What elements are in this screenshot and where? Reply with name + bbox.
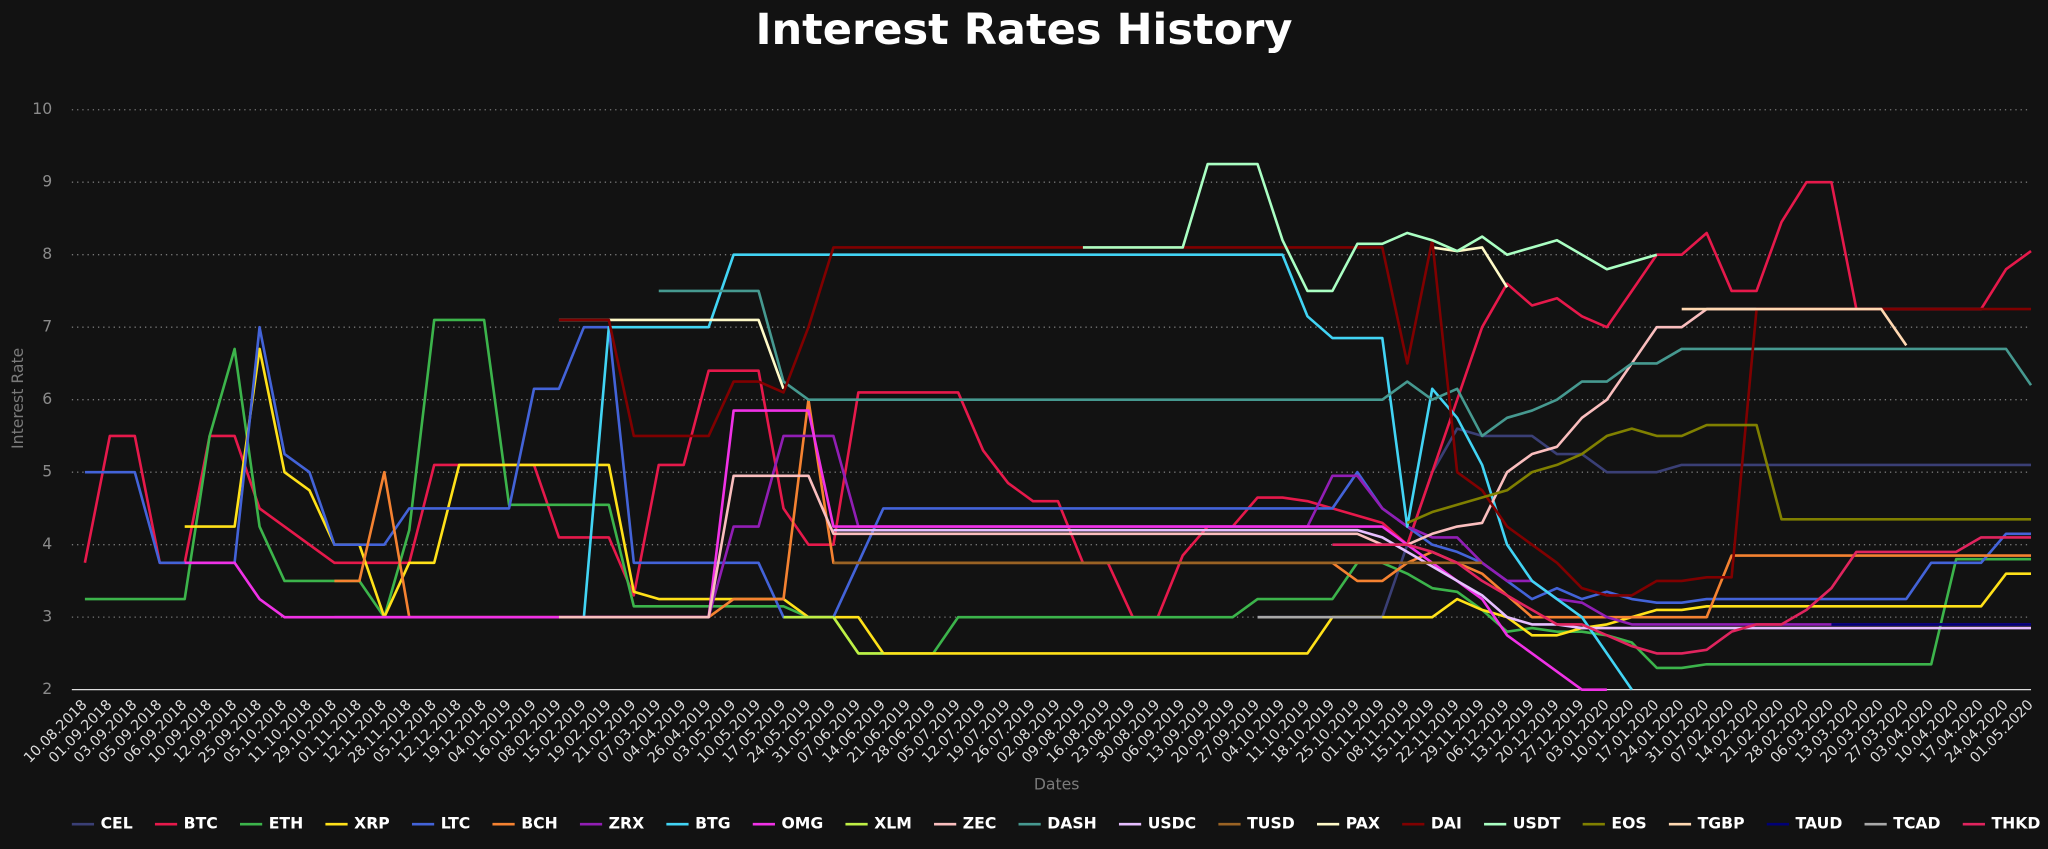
series-line bbox=[1406, 423, 2032, 525]
chart-title: Interest Rates History bbox=[755, 5, 1292, 55]
legend-label: EOS bbox=[1611, 814, 1646, 833]
y-tick-label: 9 bbox=[42, 172, 52, 191]
legend-label: THKD bbox=[1992, 814, 2041, 833]
legend-label: ETH bbox=[269, 814, 303, 833]
legend-label: XLM bbox=[874, 814, 912, 833]
grid: 234567891010.08.201801.09.201803.09.2018… bbox=[21, 99, 2037, 766]
legend-label: PAX bbox=[1346, 814, 1380, 833]
x-axis-label: Dates bbox=[1034, 774, 1080, 793]
y-tick-label: 4 bbox=[42, 534, 52, 553]
series-line bbox=[1681, 307, 1908, 347]
legend-label: XRP bbox=[354, 814, 390, 833]
series-line bbox=[658, 289, 2033, 438]
legend-label: BTG bbox=[695, 814, 730, 833]
legend-label: BCH bbox=[521, 814, 558, 833]
legend-label: TCAD bbox=[1893, 814, 1940, 833]
y-tick-label: 8 bbox=[42, 244, 52, 263]
series-line bbox=[1332, 536, 2032, 655]
legend-label: USDT bbox=[1513, 814, 1561, 833]
series-line bbox=[582, 253, 1633, 691]
legend-label: OMG bbox=[782, 814, 824, 833]
y-axis-label: Interest Rate bbox=[8, 348, 27, 449]
series-line bbox=[558, 307, 1882, 619]
series-line bbox=[1257, 427, 2032, 619]
legend-label: ZEC bbox=[963, 814, 997, 833]
series-line bbox=[783, 615, 884, 655]
series-line bbox=[184, 409, 1607, 691]
y-tick-label: 3 bbox=[42, 607, 52, 626]
y-tick-label: 10 bbox=[32, 99, 52, 118]
legend-label: TGBP bbox=[1698, 814, 1745, 833]
series-line bbox=[184, 347, 2032, 655]
legend-label: ZRX bbox=[609, 814, 644, 833]
series-line bbox=[1082, 162, 1658, 293]
legend-label: USDC bbox=[1148, 814, 1196, 833]
y-tick-label: 2 bbox=[42, 679, 52, 698]
legend-label: CEL bbox=[101, 814, 133, 833]
y-tick-label: 7 bbox=[42, 317, 52, 336]
y-tick-label: 6 bbox=[42, 389, 52, 408]
legend-label: BTC bbox=[184, 814, 218, 833]
legend-label: LTC bbox=[441, 814, 471, 833]
legend-label: TAUD bbox=[1796, 814, 1843, 833]
legend-label: DAI bbox=[1431, 814, 1462, 833]
legend-label: DASH bbox=[1047, 814, 1097, 833]
series-line bbox=[84, 318, 2032, 670]
legend: CEL BTC ETH XRP LTC BCH ZRX BTG OMG XLM ZEC DASH USD… bbox=[71, 814, 2041, 833]
y-tick-label: 5 bbox=[42, 462, 52, 481]
series-line bbox=[833, 528, 2032, 630]
series-line bbox=[84, 325, 2032, 619]
legend-label: TUSD bbox=[1247, 814, 1295, 833]
plot-lines bbox=[83, 162, 2033, 691]
